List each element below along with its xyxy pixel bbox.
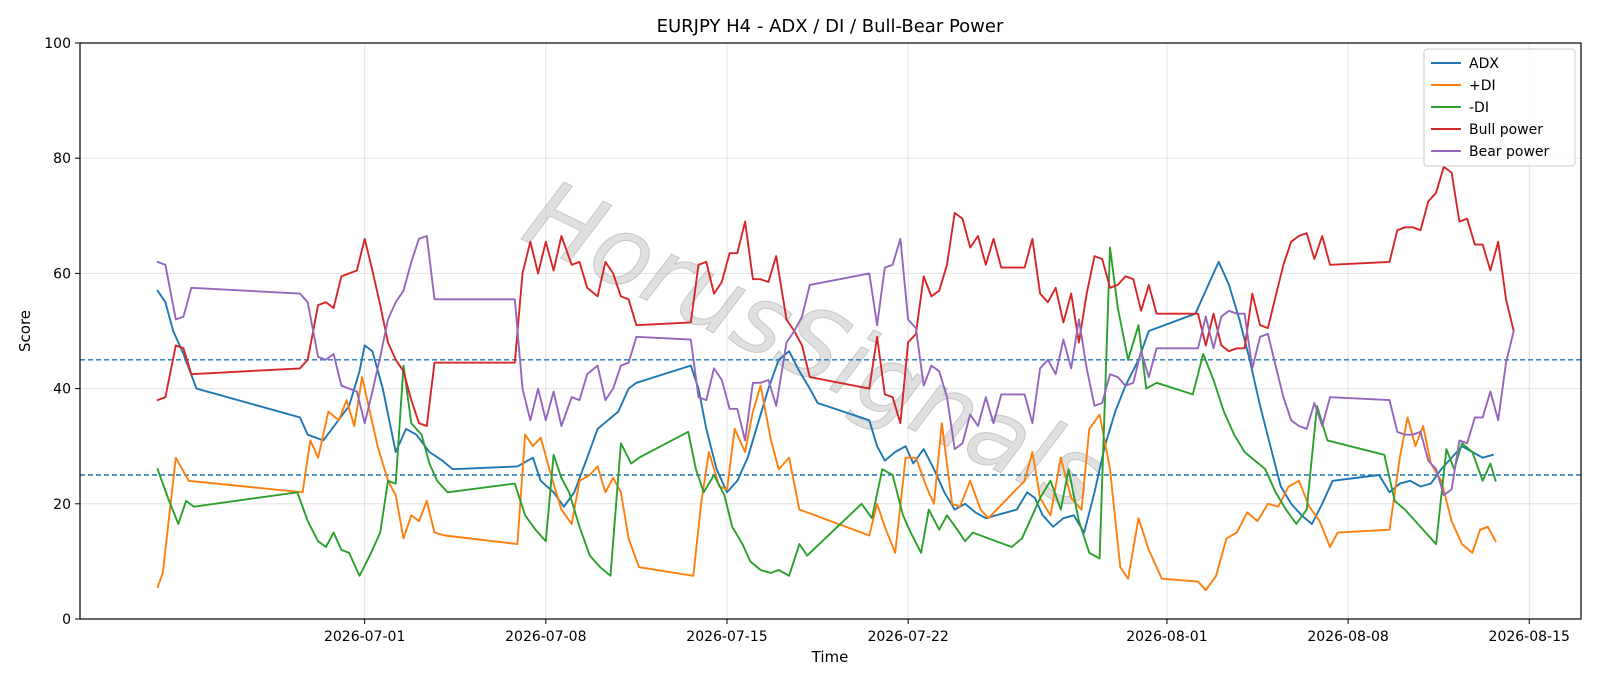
series-lines xyxy=(156,165,1515,592)
legend-label: Bear power xyxy=(1469,144,1550,160)
x-tick-label: 2026-08-15 xyxy=(1489,629,1570,645)
reference-lines xyxy=(80,359,1581,476)
y-axis-ticks: 0 20 40 60 80 100 xyxy=(44,36,80,628)
series-line-bear-power xyxy=(156,235,1515,497)
series-line-bull-power xyxy=(156,165,1515,427)
y-tick-label: 100 xyxy=(44,36,71,52)
plot-frame xyxy=(79,42,1582,620)
y-tick-label: 40 xyxy=(53,382,71,398)
legend-items: ADX +DI -DI Bull power Bear power xyxy=(1431,56,1550,160)
x-axis-label: Time xyxy=(811,648,849,666)
x-tick-label: 2026-07-22 xyxy=(867,629,948,645)
y-axis-label: Score xyxy=(16,310,34,352)
series-line-di xyxy=(156,376,1497,592)
x-tick-label: 2026-07-15 xyxy=(686,629,767,645)
y-tick-label: 60 xyxy=(53,266,71,282)
x-axis-ticks: 2026-07-01 2026-07-08 2026-07-15 2026-07-22… xyxy=(324,619,1570,645)
legend: ADX +DI -DI Bull power Bear power xyxy=(1423,48,1576,167)
series-line-adx xyxy=(156,260,1494,534)
series-line-di xyxy=(156,246,1497,577)
x-tick-label: 2026-08-08 xyxy=(1307,629,1388,645)
y-tick-label: 20 xyxy=(53,497,71,513)
chart-title: EURJPY H4 - ADX / DI / Bull-Bear Power xyxy=(657,16,1004,37)
y-tick-label: 80 xyxy=(53,151,71,167)
x-tick-label: 2026-07-08 xyxy=(505,629,586,645)
legend-label: Bull power xyxy=(1469,122,1543,138)
legend-box xyxy=(1423,48,1576,167)
y-tick-label: 0 xyxy=(62,612,71,628)
x-tick-label: 2026-07-01 xyxy=(324,629,405,645)
legend-label: ADX xyxy=(1469,56,1499,72)
x-tick-label: 2026-08-01 xyxy=(1126,629,1207,645)
legend-label: +DI xyxy=(1469,78,1496,94)
legend-label: -DI xyxy=(1469,100,1489,116)
